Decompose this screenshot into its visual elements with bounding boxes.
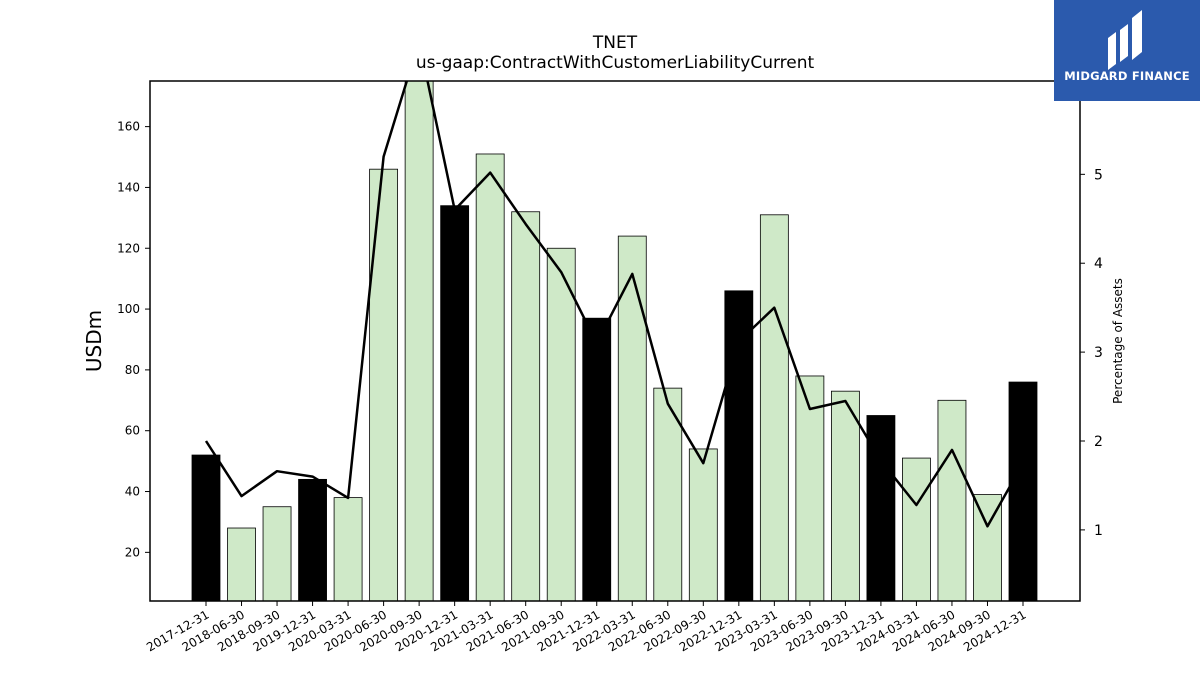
y-tick-label: 80: [125, 363, 140, 377]
bar-2020-06-30: [369, 168, 399, 601]
bar-2024-09-30: [973, 494, 1002, 601]
bar-2024-06-30: [937, 399, 967, 601]
y2-tick-label: 3: [1094, 345, 1103, 361]
y-tick-label: 20: [125, 545, 140, 559]
midgard-logo-icon: [1108, 10, 1142, 70]
y2-tick-label: 4: [1094, 256, 1103, 272]
x-axis: 2017-12-312018-06-302018-09-302019-12-31…: [144, 601, 1029, 654]
plot-frame: [149, 80, 1081, 602]
bar-2022-12-31: [724, 290, 754, 601]
bar-2017-12-31: [191, 454, 221, 601]
y-tick-label: 40: [125, 485, 140, 499]
bar-2024-03-31: [902, 457, 931, 601]
bar-2018-06-30: [227, 527, 256, 601]
logo-text: MIDGARD FINANCE: [1064, 69, 1190, 83]
y2-tick-label: 1: [1094, 523, 1103, 539]
y-tick-label: 60: [125, 424, 140, 438]
bar-2021-03-31: [475, 153, 505, 601]
line-layer: [204, 81, 1025, 528]
bar-2019-12-31: [298, 478, 327, 601]
y-tick-label: 140: [117, 180, 140, 194]
bar-2023-06-30: [795, 375, 825, 601]
bars-layer: [191, 81, 1038, 601]
y-tick-label: 120: [117, 241, 140, 255]
left-axis: 20 40 60 80 100 120 140 160: [117, 120, 150, 559]
y-tick-label: 100: [117, 302, 140, 316]
bar-2018-09-30: [262, 506, 292, 601]
pct-assets-line: [204, 81, 1025, 528]
bar-2024-12-31: [1008, 381, 1038, 601]
bar-2021-06-30: [511, 211, 541, 601]
y2-axis-label: Percentage of Assets: [1111, 278, 1125, 404]
bar-2023-09-30: [830, 390, 860, 601]
y2-tick-label: 5: [1094, 167, 1103, 183]
chart-subtitle: us-gaap:ContractWithCustomerLiabilityCur…: [416, 53, 815, 73]
bar-2021-12-31: [582, 317, 612, 601]
bar-2020-09-30: [404, 81, 434, 601]
bar-2021-09-30: [546, 247, 576, 601]
bar-2020-03-31: [333, 497, 363, 601]
bar-2022-09-30: [688, 448, 718, 601]
bar-2023-03-31: [759, 214, 789, 601]
midgard-finance-logo: MIDGARD FINANCE: [1054, 0, 1200, 101]
right-axis: 1 2 3 4 5: [1080, 167, 1103, 539]
bar-2022-06-30: [653, 387, 683, 601]
chart-title: TNET: [592, 33, 638, 53]
bar-2020-12-31: [440, 205, 470, 601]
y-tick-label: 160: [117, 120, 140, 134]
y2-tick-label: 2: [1094, 434, 1103, 450]
y-axis-label: USDm: [82, 310, 106, 372]
bar-2022-03-31: [617, 235, 647, 601]
